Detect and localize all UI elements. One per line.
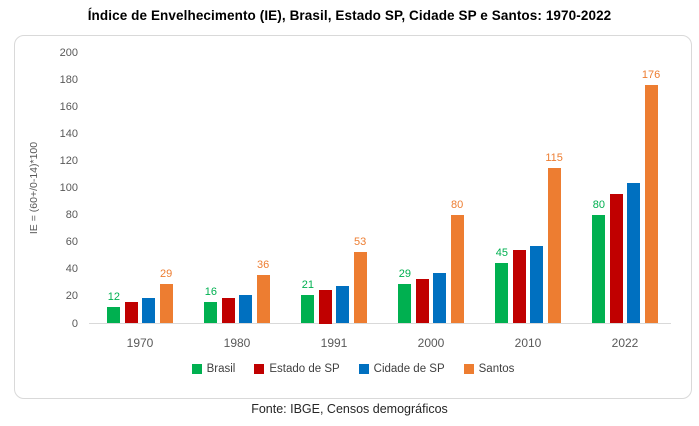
- legend-label: Santos: [478, 363, 515, 375]
- bar-cidade-de-sp-2022: [627, 182, 641, 324]
- data-label-santos-1991: 53: [353, 235, 367, 248]
- bar-santos-1980: [256, 274, 270, 324]
- legend-swatch-icon: [191, 364, 202, 374]
- bar-estado-de-sp-1991: [318, 289, 332, 324]
- legend-item-estado-de-sp: Estado de SP: [254, 363, 340, 375]
- x-category-label: 1980: [223, 336, 251, 350]
- data-label-santos-1970: 29: [159, 268, 173, 281]
- y-tick-label: 100: [59, 182, 78, 195]
- bar-santos-1991: [353, 251, 367, 324]
- bar-brasil-1991: [301, 295, 315, 324]
- bar-santos-2010: [547, 167, 561, 324]
- chart-title: Índice de Envelhecimento (IE), Brasil, E…: [87, 8, 612, 23]
- bar-estado-de-sp-1970: [124, 301, 138, 324]
- y-tick-label: 160: [59, 101, 78, 114]
- x-category-label: 2022: [611, 336, 639, 350]
- bar-santos-2000: [450, 215, 464, 324]
- bar-brasil-2000: [398, 284, 412, 324]
- bar-cidade-de-sp-1980: [239, 295, 253, 324]
- data-label-santos-1980: 36: [256, 258, 270, 271]
- legend: Brasil Estado de SP Cidade de SP Santos: [15, 363, 691, 375]
- x-category-label: 1970: [126, 336, 154, 350]
- data-label-santos-2022: 176: [641, 69, 661, 82]
- x-category-label: 2010: [514, 336, 542, 350]
- chart-card: IE = (60+/0-14)*100 0 20 40 60 80 100 120 140 16…: [14, 35, 692, 399]
- bar-estado-de-sp-2000: [415, 278, 429, 324]
- legend-item-cidade-de-sp: Cidade de SP: [358, 363, 445, 375]
- y-tick-label: 120: [59, 155, 78, 168]
- x-category-label: 2000: [417, 336, 445, 350]
- legend-swatch-icon: [254, 364, 265, 374]
- y-tick-label: 140: [59, 128, 78, 141]
- bar-cidade-de-sp-1991: [336, 285, 350, 324]
- bar-brasil-1970: [107, 307, 121, 324]
- y-tick-label: 20: [65, 290, 78, 303]
- bar-brasil-2022: [592, 215, 606, 324]
- data-label-brasil-1991: 21: [301, 279, 315, 292]
- legend-swatch-icon: [463, 364, 474, 374]
- y-tick-label: 80: [65, 209, 78, 222]
- data-label-santos-2010: 115: [545, 151, 563, 164]
- bar-santos-1970: [159, 284, 173, 324]
- data-label-santos-2000: 80: [450, 199, 464, 212]
- data-label-brasil-1970: 12: [107, 291, 121, 304]
- data-label-brasil-2010: 45: [495, 246, 509, 259]
- bar-cidade-de-sp-2010: [530, 246, 544, 324]
- y-tick-label: 200: [59, 47, 78, 59]
- bar-brasil-1980: [204, 301, 218, 324]
- data-label-brasil-2000: 29: [398, 268, 412, 281]
- legend-label: Estado de SP: [269, 363, 340, 375]
- y-tick-label: 0: [71, 317, 78, 330]
- bar-cidade-de-sp-1970: [142, 297, 156, 324]
- legend-label: Brasil: [206, 363, 236, 375]
- bar-santos-2022: [644, 85, 658, 324]
- x-category-label: 1991: [320, 336, 348, 350]
- legend-swatch-icon: [358, 364, 369, 374]
- bar-brasil-2010: [495, 262, 509, 324]
- bar-estado-de-sp-2022: [609, 193, 623, 324]
- y-tick-label: 60: [65, 236, 78, 249]
- x-axis-line: [89, 323, 671, 324]
- bar-cidade-de-sp-2000: [433, 273, 447, 324]
- data-label-brasil-2022: 80: [592, 199, 606, 212]
- y-tick-label: 180: [59, 74, 78, 87]
- source-note: Fonte: IBGE, Censos demográficos: [251, 402, 448, 416]
- data-label-brasil-1980: 16: [204, 285, 218, 298]
- y-tick-label: 40: [65, 263, 78, 276]
- bar-estado-de-sp-1980: [221, 297, 235, 324]
- legend-item-santos: Santos: [463, 363, 515, 375]
- bar-estado-de-sp-2010: [512, 250, 526, 324]
- legend-label: Cidade de SP: [373, 363, 445, 375]
- legend-item-brasil: Brasil: [191, 363, 236, 375]
